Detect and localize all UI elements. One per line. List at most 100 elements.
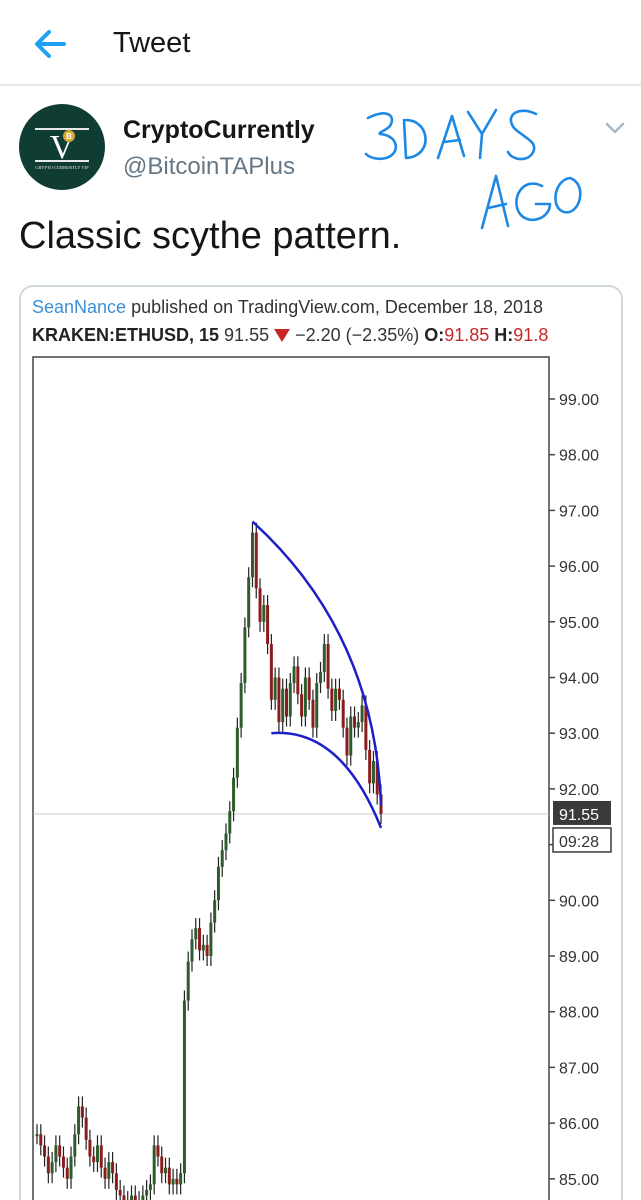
candle-body — [167, 1167, 171, 1185]
y-tick-label: 89.00 — [559, 949, 599, 966]
chart-high: 91.8 — [513, 325, 549, 345]
candle-body — [198, 928, 202, 951]
candle-body — [186, 961, 190, 1001]
candle-body — [262, 605, 266, 622]
y-tick-label: 93.00 — [559, 726, 599, 743]
candle-body — [141, 1195, 145, 1200]
candle-body — [254, 532, 258, 589]
candle-body — [375, 761, 379, 795]
candle-body — [239, 683, 243, 728]
candle-body — [179, 1173, 183, 1185]
candle-body — [315, 683, 319, 728]
candle-body — [300, 694, 304, 717]
candle-body — [228, 811, 232, 834]
last-price-badge — [553, 800, 611, 825]
candle-body — [269, 644, 273, 700]
scythe-lower-arc — [271, 731, 383, 829]
candle-body — [353, 716, 357, 728]
handwritten-note — [364, 108, 582, 230]
candle-body — [209, 922, 213, 956]
last-price-label: 91.55 — [559, 807, 599, 824]
candle-body — [95, 1145, 99, 1163]
candle-body — [213, 900, 217, 923]
chart-author[interactable]: SeanNance — [32, 297, 127, 317]
candle-body — [326, 644, 330, 689]
chart-change: −2.20 (−2.35%) — [295, 325, 420, 345]
tweet-media-chart[interactable]: SeanNance published on TradingView.com, … — [19, 285, 623, 1200]
y-tick-label: 96.00 — [559, 559, 599, 576]
candle-body — [80, 1106, 84, 1118]
down-triangle-icon — [274, 329, 291, 342]
candle-body — [99, 1145, 103, 1168]
candle-body — [303, 677, 307, 717]
chart-last: 91.55 — [224, 325, 270, 345]
page-title: Tweet — [113, 27, 191, 59]
candle-body — [345, 727, 349, 756]
candle-body — [273, 677, 277, 700]
author-name[interactable]: CryptoCurrently — [123, 116, 315, 144]
author-handle[interactable]: @BitcoinTAPlus — [123, 153, 295, 180]
candle-body — [296, 666, 300, 695]
candle-body — [194, 928, 198, 940]
countdown-label: 09:28 — [559, 834, 599, 851]
candle-body — [84, 1117, 88, 1140]
y-tick-label: 86.00 — [559, 1116, 599, 1133]
candle-body — [341, 699, 345, 728]
candle-body — [311, 699, 315, 728]
candle-body — [73, 1134, 77, 1157]
candle-body — [92, 1156, 96, 1163]
candle-body — [292, 666, 296, 684]
chevron-down-icon[interactable] — [604, 120, 626, 136]
chart-published: published on TradingView.com, December 1… — [126, 297, 544, 317]
arrow-left-icon[interactable] — [30, 24, 70, 64]
candle-body — [266, 605, 270, 645]
candle-body — [182, 1000, 186, 1174]
candle-body — [190, 939, 194, 962]
candle-body — [220, 850, 224, 867]
candle-body — [216, 866, 220, 901]
candle-body — [356, 722, 360, 728]
candle-body — [50, 1162, 54, 1174]
svg-text:CRYPTO CURRENTLY VIP: CRYPTO CURRENTLY VIP — [35, 165, 89, 170]
candle-body — [307, 677, 311, 700]
chart-symbol: KRAKEN:ETHUSD, 15 — [32, 325, 220, 345]
tweet-text: Classic scythe pattern. — [19, 215, 402, 257]
candle-body — [277, 677, 281, 723]
candle-body — [205, 944, 209, 956]
chart-symbol-line: KRAKEN:ETHUSD, 15 91.55 −2.20 (−2.35%) O… — [32, 325, 548, 346]
candle-body — [201, 944, 205, 951]
y-tick-label: 99.00 — [559, 392, 599, 409]
avatar-logo: V B CRYPTO CURRENTLY VIP — [35, 128, 89, 170]
candle-body — [334, 688, 338, 711]
chart-high-label: H: — [494, 325, 514, 345]
candle-body — [164, 1167, 168, 1174]
y-tick-label: 88.00 — [559, 1005, 599, 1022]
candle-body — [103, 1167, 107, 1179]
candle-body — [88, 1139, 92, 1157]
candle-body — [46, 1156, 50, 1174]
y-tick-label: 95.00 — [559, 615, 599, 632]
y-tick-label: 94.00 — [559, 671, 599, 688]
chart-open: 91.85 — [444, 325, 490, 345]
candle-body — [58, 1145, 62, 1157]
chart-attribution: SeanNance published on TradingView.com, … — [32, 297, 543, 318]
candle-body — [43, 1145, 47, 1157]
y-tick-label: 98.00 — [559, 448, 599, 465]
candle-body — [224, 833, 228, 851]
candle-body — [284, 688, 288, 717]
avatar[interactable]: V B CRYPTO CURRENTLY VIP — [19, 104, 105, 190]
candle-body — [250, 532, 254, 578]
candle-body — [35, 1134, 39, 1137]
candle-body — [175, 1178, 179, 1185]
candle-body — [107, 1162, 111, 1179]
y-tick-label: 92.00 — [559, 782, 599, 799]
candle-body — [319, 671, 323, 684]
candle-body — [54, 1145, 58, 1163]
y-tick-label: 85.00 — [559, 1172, 599, 1189]
candle-body — [322, 644, 326, 672]
candle-body — [152, 1145, 156, 1185]
candle-body — [235, 727, 239, 778]
candle-body — [156, 1145, 160, 1157]
candle-body — [349, 716, 353, 756]
candle-body — [160, 1156, 164, 1174]
